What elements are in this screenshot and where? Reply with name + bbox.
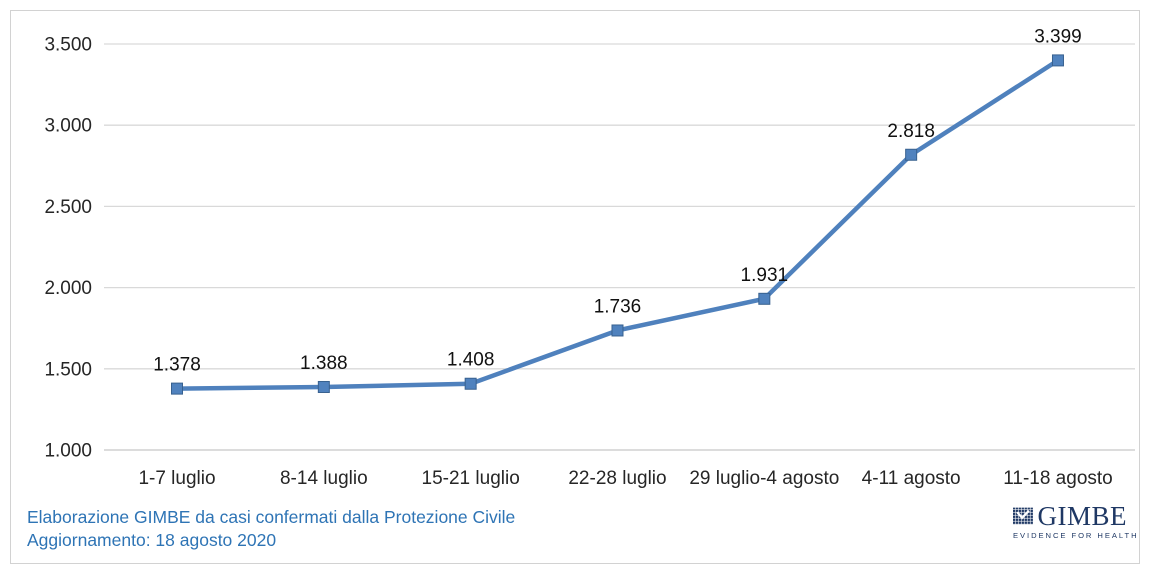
data-point-marker — [171, 382, 183, 395]
chart-update-note: Aggiornamento: 18 agosto 2020 — [27, 530, 277, 550]
y-tick-label: 3.000 — [44, 116, 92, 137]
data-point-label: 3.399 — [1034, 26, 1082, 47]
x-tick-label: 1-7 luglio — [138, 468, 215, 489]
data-point-labels: 1.378 1.388 1.408 1.736 1.931 2.818 3.399 — [153, 26, 1082, 375]
data-point-label: 1.378 — [153, 355, 201, 376]
x-axis-labels: 1-7 luglio 8-14 luglio 15-21 luglio 22-28 l… — [138, 468, 1112, 489]
y-gridlines — [104, 43, 1135, 451]
data-point-marker — [905, 148, 918, 161]
x-tick-label: 22-28 luglio — [568, 468, 666, 489]
x-tick-label: 8-14 luglio — [280, 468, 368, 489]
x-tick-label: 15-21 luglio — [422, 468, 520, 489]
data-point-marker — [464, 377, 477, 390]
y-tick-label: 1.500 — [44, 359, 92, 380]
data-point-label: 2.818 — [887, 121, 935, 142]
gimbe-logo-text: GIMBE — [1037, 501, 1127, 531]
gimbe-logo: GIMBE EVIDENCE FOR HEALTH — [1013, 501, 1139, 540]
y-tick-label: 1.000 — [44, 441, 92, 462]
y-tick-label: 2.500 — [44, 197, 92, 218]
data-point-label: 1.408 — [447, 350, 495, 371]
x-tick-label: 11-18 agosto — [1003, 468, 1113, 489]
chart-source-note: Elaborazione GIMBE da casi confermati da… — [27, 507, 516, 527]
gimbe-logo-tagline: EVIDENCE FOR HEALTH — [1013, 531, 1139, 540]
gimbe-logo-icon — [1013, 507, 1034, 525]
data-point-marker — [758, 292, 771, 305]
data-point-marker — [611, 324, 624, 337]
chart-footer-note: Elaborazione GIMBE da casi confermati da… — [27, 506, 515, 552]
data-series-line — [174, 58, 1061, 391]
data-point-label: 1.931 — [741, 265, 789, 286]
x-tick-label: 4-11 agosto — [862, 468, 961, 489]
y-tick-label: 2.000 — [44, 278, 92, 299]
data-point-marker — [1051, 54, 1064, 67]
data-point-label: 1.736 — [594, 296, 642, 317]
data-point-marker — [317, 380, 330, 393]
series-polyline — [174, 58, 1061, 391]
y-tick-label: 3.500 — [44, 35, 92, 56]
x-tick-label: 29 luglio-4 agosto — [689, 468, 839, 489]
y-axis-labels: 1.000 1.500 2.000 2.500 3.000 3.500 — [44, 35, 92, 462]
data-point-markers — [171, 54, 1064, 395]
data-point-label: 1.388 — [300, 353, 348, 374]
